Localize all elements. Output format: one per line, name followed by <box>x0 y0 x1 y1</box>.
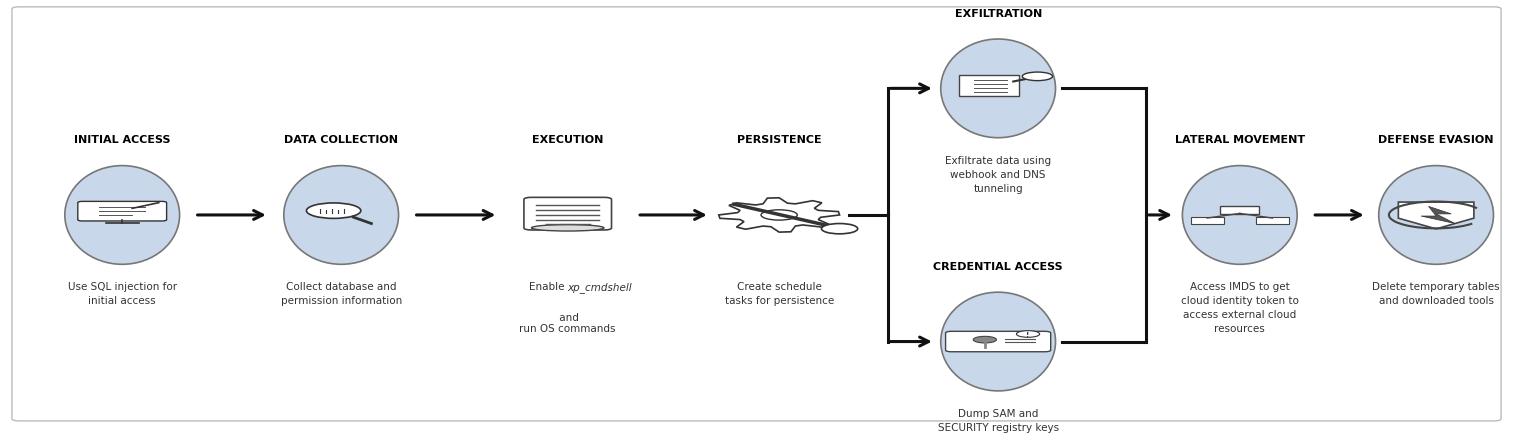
Ellipse shape <box>65 166 179 265</box>
Text: CREDENTIAL ACCESS: CREDENTIAL ACCESS <box>934 261 1063 271</box>
Text: Enable: Enable <box>528 282 568 292</box>
Text: DATA COLLECTION: DATA COLLECTION <box>284 135 398 145</box>
Text: Use SQL injection for
initial access: Use SQL injection for initial access <box>68 282 176 306</box>
Text: Exfiltrate data using
webhook and DNS
tunneling: Exfiltrate data using webhook and DNS tu… <box>946 155 1050 194</box>
Ellipse shape <box>531 225 604 232</box>
Polygon shape <box>1398 203 1474 230</box>
Text: DEFENSE EVASION: DEFENSE EVASION <box>1378 135 1494 145</box>
Text: EXECUTION: EXECUTION <box>531 135 604 145</box>
Ellipse shape <box>941 40 1055 138</box>
Text: Collect database and
permission information: Collect database and permission informat… <box>281 282 402 306</box>
Circle shape <box>973 336 996 343</box>
Ellipse shape <box>1378 166 1494 265</box>
Circle shape <box>821 224 858 234</box>
FancyBboxPatch shape <box>959 76 1019 97</box>
FancyBboxPatch shape <box>946 332 1050 352</box>
Text: LATERAL MOVEMENT: LATERAL MOVEMENT <box>1175 135 1305 145</box>
Text: and
run OS commands: and run OS commands <box>519 312 616 333</box>
Text: EXFILTRATION: EXFILTRATION <box>955 8 1041 18</box>
Circle shape <box>1022 73 1052 81</box>
FancyBboxPatch shape <box>77 202 167 222</box>
Ellipse shape <box>941 293 1055 391</box>
Text: INITIAL ACCESS: INITIAL ACCESS <box>74 135 170 145</box>
Text: xp_cmdshell: xp_cmdshell <box>568 282 633 293</box>
Text: PERSISTENCE: PERSISTENCE <box>736 135 821 145</box>
FancyBboxPatch shape <box>1220 207 1258 215</box>
FancyBboxPatch shape <box>12 8 1501 421</box>
FancyBboxPatch shape <box>1190 218 1224 224</box>
FancyBboxPatch shape <box>524 198 612 230</box>
Text: Delete temporary tables
and downloaded tools: Delete temporary tables and downloaded t… <box>1372 282 1500 306</box>
Text: Access IMDS to get
cloud identity token to
access external cloud
resources: Access IMDS to get cloud identity token … <box>1181 282 1299 334</box>
Circle shape <box>761 210 797 221</box>
Text: Create schedule
tasks for persistence: Create schedule tasks for persistence <box>724 282 833 306</box>
Circle shape <box>307 204 361 219</box>
Polygon shape <box>1421 207 1454 224</box>
FancyBboxPatch shape <box>1255 218 1289 224</box>
Text: !: ! <box>1026 332 1029 338</box>
Circle shape <box>1017 331 1040 338</box>
Text: Dump SAM and
SECURITY registry keys: Dump SAM and SECURITY registry keys <box>938 408 1058 432</box>
Polygon shape <box>718 198 839 233</box>
Ellipse shape <box>1183 166 1298 265</box>
Ellipse shape <box>284 166 399 265</box>
